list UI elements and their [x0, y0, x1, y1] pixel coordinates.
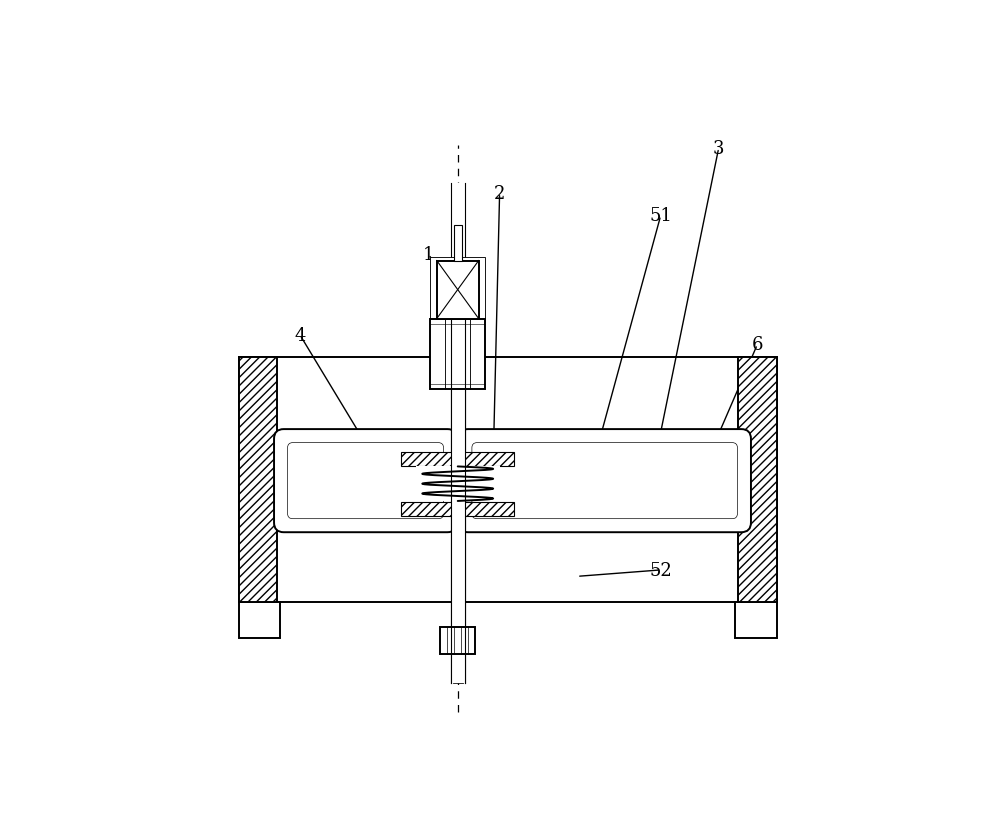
Bar	[280, 450, 745, 464]
Bar	[735, 603, 777, 638]
Text: 6: 6	[752, 336, 763, 354]
Bar	[401, 502, 514, 517]
Bar	[437, 261, 479, 319]
FancyBboxPatch shape	[288, 443, 444, 519]
Bar	[239, 358, 777, 603]
Bar	[451, 319, 465, 683]
Text: 1: 1	[423, 246, 434, 264]
Bar	[239, 603, 280, 638]
Text: 51: 51	[649, 207, 672, 225]
Text: 7: 7	[748, 364, 760, 383]
Text: 52: 52	[649, 561, 672, 579]
Bar	[430, 258, 485, 323]
Bar	[451, 319, 465, 683]
Bar	[280, 498, 745, 512]
FancyBboxPatch shape	[472, 443, 737, 519]
FancyBboxPatch shape	[458, 430, 751, 533]
Text: 4: 4	[294, 326, 306, 344]
Bar	[440, 627, 475, 654]
Bar	[416, 466, 500, 502]
Bar	[738, 358, 777, 603]
Bar	[451, 184, 465, 683]
Bar	[454, 226, 462, 261]
Bar	[453, 654, 463, 683]
Text: 3: 3	[713, 140, 724, 158]
Bar	[401, 452, 514, 466]
Text: 2: 2	[494, 185, 505, 202]
FancyBboxPatch shape	[274, 430, 457, 533]
Bar	[239, 358, 277, 603]
Bar	[430, 319, 485, 390]
